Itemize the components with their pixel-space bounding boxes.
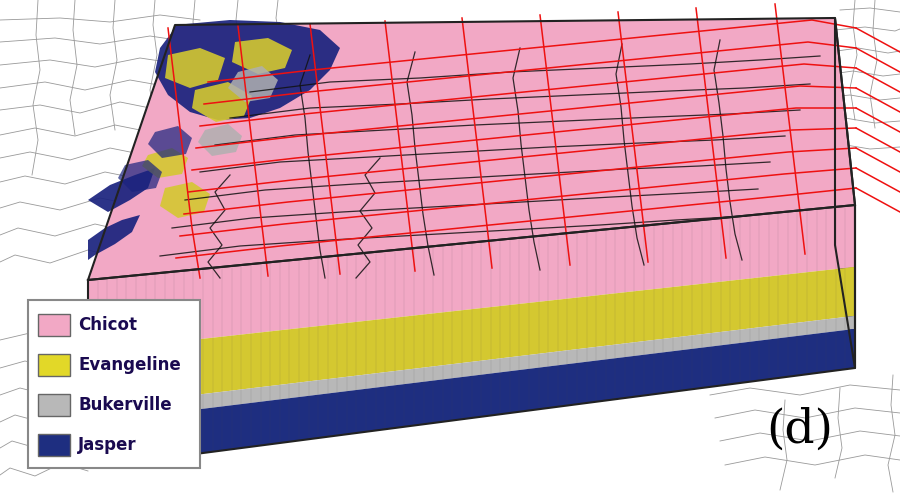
Text: Jasper: Jasper — [78, 436, 137, 454]
Polygon shape — [88, 168, 155, 212]
Polygon shape — [28, 300, 200, 468]
Polygon shape — [192, 82, 252, 122]
Polygon shape — [148, 126, 192, 158]
Polygon shape — [198, 124, 242, 156]
Polygon shape — [160, 182, 210, 218]
Polygon shape — [88, 316, 855, 423]
Polygon shape — [118, 160, 162, 192]
Polygon shape — [835, 191, 855, 368]
Polygon shape — [38, 434, 70, 456]
Polygon shape — [835, 104, 855, 316]
Polygon shape — [38, 394, 70, 416]
Polygon shape — [88, 329, 855, 468]
Polygon shape — [232, 38, 292, 74]
Text: (d): (d) — [767, 407, 833, 453]
Polygon shape — [835, 18, 855, 267]
Polygon shape — [88, 205, 855, 352]
Polygon shape — [88, 215, 140, 260]
Polygon shape — [38, 314, 70, 336]
Polygon shape — [142, 148, 188, 178]
Polygon shape — [155, 20, 340, 120]
Polygon shape — [835, 172, 855, 329]
Text: Chicot: Chicot — [78, 316, 137, 334]
Polygon shape — [88, 267, 855, 408]
Text: Evangeline: Evangeline — [78, 356, 181, 374]
Polygon shape — [88, 18, 855, 280]
Text: Bukerville: Bukerville — [78, 396, 172, 414]
Polygon shape — [38, 354, 70, 376]
Polygon shape — [228, 66, 278, 102]
Polygon shape — [165, 48, 225, 88]
